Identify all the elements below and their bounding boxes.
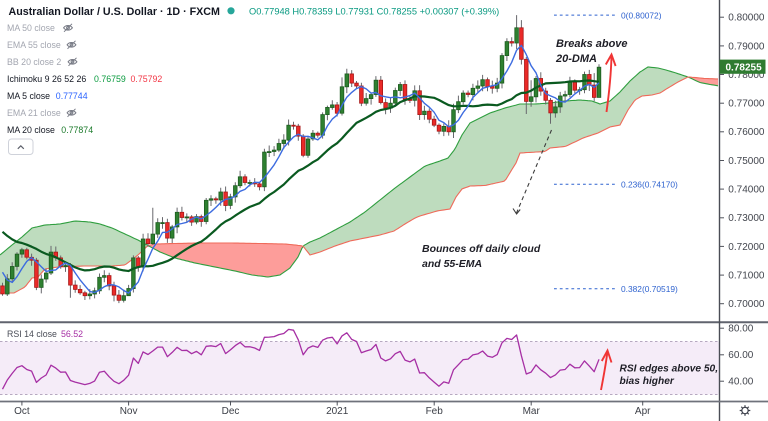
svg-text:0.73000: 0.73000 [728,213,765,224]
svg-text:BB 20 close 2: BB 20 close 2 [7,57,61,67]
svg-text:0.76759: 0.76759 [94,74,126,84]
svg-text:80.00: 80.00 [728,324,753,335]
svg-text:Nov: Nov [120,406,138,417]
svg-text:Breaks above: Breaks above [556,38,628,50]
svg-text:2021: 2021 [326,406,349,417]
svg-text:0.77744: 0.77744 [56,91,88,101]
svg-text:0(0.80072): 0(0.80072) [621,10,662,20]
svg-text:Ichimoku 9 26 52 26: Ichimoku 9 26 52 26 [7,74,86,84]
svg-text:MA 50 close: MA 50 close [7,23,55,33]
svg-text:MA 20 close: MA 20 close [7,125,55,135]
svg-text:60.00: 60.00 [728,350,753,361]
svg-text:0.80000: 0.80000 [728,13,765,24]
svg-text:RSI 14 close: RSI 14 close [7,329,57,339]
svg-text:EMA 21 close: EMA 21 close [7,108,61,118]
svg-text:0.77000: 0.77000 [728,99,765,110]
svg-text:RSI edges above 50,: RSI edges above 50, [620,364,719,375]
svg-text:0.75000: 0.75000 [728,156,765,167]
svg-text:20-DMA: 20-DMA [555,53,597,65]
svg-text:MA 5 close: MA 5 close [7,91,50,101]
svg-text:Apr: Apr [635,406,651,417]
svg-text:Feb: Feb [426,406,444,417]
svg-text:O0.77948 H0.78359 L0.77931 C0.: O0.77948 H0.78359 L0.77931 C0.78255 +0.0… [249,6,499,16]
svg-text:0.78255: 0.78255 [726,63,763,74]
svg-text:Mar: Mar [523,406,541,417]
svg-text:Bounces off daily cloud: Bounces off daily cloud [422,243,541,255]
svg-text:0.382(0.70519): 0.382(0.70519) [621,284,678,294]
svg-text:0.70000: 0.70000 [728,299,765,310]
svg-text:Oct: Oct [14,406,30,417]
svg-text:0.78000: 0.78000 [728,70,765,81]
svg-text:0.71000: 0.71000 [728,271,765,282]
svg-text:Dec: Dec [222,406,240,417]
svg-text:0.72000: 0.72000 [728,242,765,253]
svg-text:0.236(0.74170): 0.236(0.74170) [621,179,678,189]
svg-text:0.76000: 0.76000 [728,127,765,138]
svg-text:56.52: 56.52 [61,329,83,339]
svg-text:0.75792: 0.75792 [131,74,163,84]
svg-text:0.77874: 0.77874 [61,125,93,135]
svg-text:40.00: 40.00 [728,377,753,388]
svg-text:EMA 55 close: EMA 55 close [7,40,61,50]
svg-text:0.74000: 0.74000 [728,185,765,196]
svg-text:and 55-EMA: and 55-EMA [422,258,482,270]
svg-text:Australian Dollar / U.S. Dolla: Australian Dollar / U.S. Dollar · 1D · F… [9,6,221,18]
svg-text:0.79000: 0.79000 [728,41,765,52]
svg-text:bias higher: bias higher [620,376,675,387]
